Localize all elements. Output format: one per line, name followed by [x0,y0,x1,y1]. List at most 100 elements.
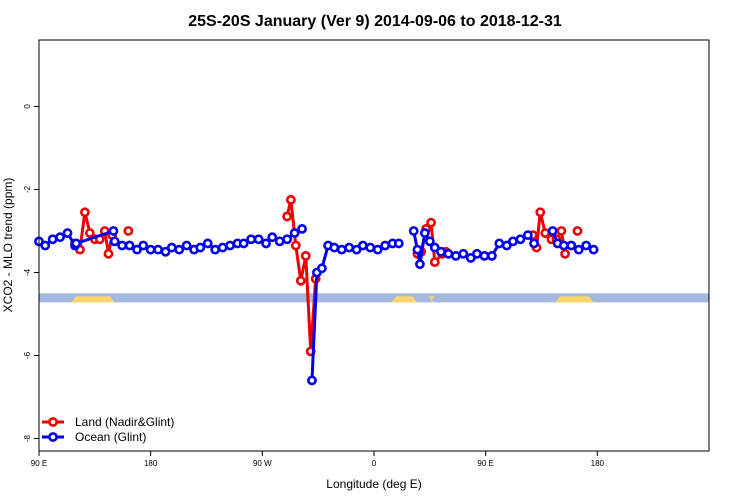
ocean-series-line [75,229,114,245]
ocean-data-point [282,234,293,245]
ocean-data-point [465,253,476,263]
ocean-data-point [424,236,435,247]
ocean-data-point [71,238,82,249]
ocean-data-point [443,248,454,259]
land-data-point [103,248,114,259]
ocean-data-point [486,250,497,261]
ocean-data-point [166,242,177,253]
x-axis: 90 E 180 90 W 0 90 E 180 [31,451,605,468]
land-band [555,296,594,303]
ocean-data-point [419,228,430,238]
legend-ocean-marker [48,432,58,442]
x-tick-label: 90 W [253,459,272,468]
ocean-data-point [246,234,257,245]
ocean-data-point [415,259,425,270]
ocean-data-point [238,238,249,249]
ocean-band [39,293,709,303]
ocean-data-point [329,242,340,253]
y-tick-label: -4 [23,268,32,276]
ocean-data-point [55,232,65,243]
ocean-data-point [558,240,569,251]
ocean-data-point [588,244,599,255]
land-data-point [295,275,306,286]
ocean-data-point [494,238,505,249]
ocean-data-point [160,246,171,257]
ocean-data-point [132,244,142,255]
land-data-point [535,207,546,218]
ocean-data-point [393,238,404,249]
ocean-data-point [351,244,362,255]
y-axis: 0 -2 -4 -6 -8 [23,104,39,442]
ocean-data-point [479,250,490,261]
y-tick-label: -8 [23,434,32,442]
ocean-data-point [581,240,592,251]
ocean-data-point [566,240,577,251]
ocean-data-point [108,226,119,236]
x-tick-label: 180 [144,459,158,468]
ocean-data-point [336,244,347,255]
ocean-data-point [547,226,558,236]
legend-land-label: Land (Nadir&Glint) [75,415,174,429]
ocean-data-point [344,242,355,253]
legend: Land (Nadir&Glint)Ocean (Glint) [42,415,174,444]
ocean-data-point [316,263,327,274]
land-data-point [429,257,440,268]
land-band [391,296,418,303]
ocean-data-point [274,236,285,247]
chart-title: 25S-20S January (Ver 9) 2014-09-06 to 20… [188,13,562,30]
ocean-data-point [357,240,368,251]
ocean-data-point [307,375,317,386]
land-data-point [426,217,436,228]
x-tick-label: 90 E [477,459,493,468]
ocean-data-point [62,228,73,238]
land-data-point [80,207,90,218]
plot-area [34,194,709,386]
ocean-data-point [365,242,376,253]
ocean-data-point [124,240,135,251]
ocean-data-point [380,240,391,251]
ocean-data-point [412,244,423,255]
ocean-data-point [225,240,235,251]
legend-land-marker [48,417,58,427]
x-tick-label: 180 [591,459,605,468]
ocean-data-point [47,234,58,245]
ocean-data-point [450,250,461,261]
land-data-point [123,226,134,236]
land-data-point [572,226,583,236]
land-data-point [560,248,570,259]
ocean-data-point [429,242,440,253]
land-data-point [300,250,311,261]
ocean-data-point [153,244,164,255]
ocean-data-point [145,244,156,255]
ocean-data-point [195,242,206,253]
land-data-point [540,228,551,238]
ocean-data-point [40,240,51,251]
ocean-series-line [310,241,399,381]
ocean-data-point [289,228,300,238]
land-data-point [84,228,95,238]
land-data-point [285,194,296,205]
ocean-data-point [267,232,278,243]
ocean-data-point [436,246,446,257]
ocean-data-point [217,242,228,253]
y-tick-label: -2 [23,185,32,193]
ocean-data-point [297,223,307,234]
land-series-line [285,198,318,353]
ocean-data-point [529,238,539,249]
ocean-data-point [372,244,383,255]
ocean-data-point [458,248,469,259]
land-data-point [282,211,293,222]
ocean-data-point [181,240,192,251]
ocean-data-point [253,234,264,245]
ocean-data-point [573,244,584,255]
ocean-data-point [522,230,533,241]
ocean-data-point [508,236,518,247]
x-tick-label: 90 E [31,459,47,468]
x-tick-label: 0 [372,459,377,468]
ocean-data-point [472,248,482,259]
ocean-data-point [408,226,419,236]
ocean-data-point [501,240,512,251]
x-axis-label: Longitude (deg E) [326,477,421,491]
y-tick-label: -6 [23,351,32,359]
